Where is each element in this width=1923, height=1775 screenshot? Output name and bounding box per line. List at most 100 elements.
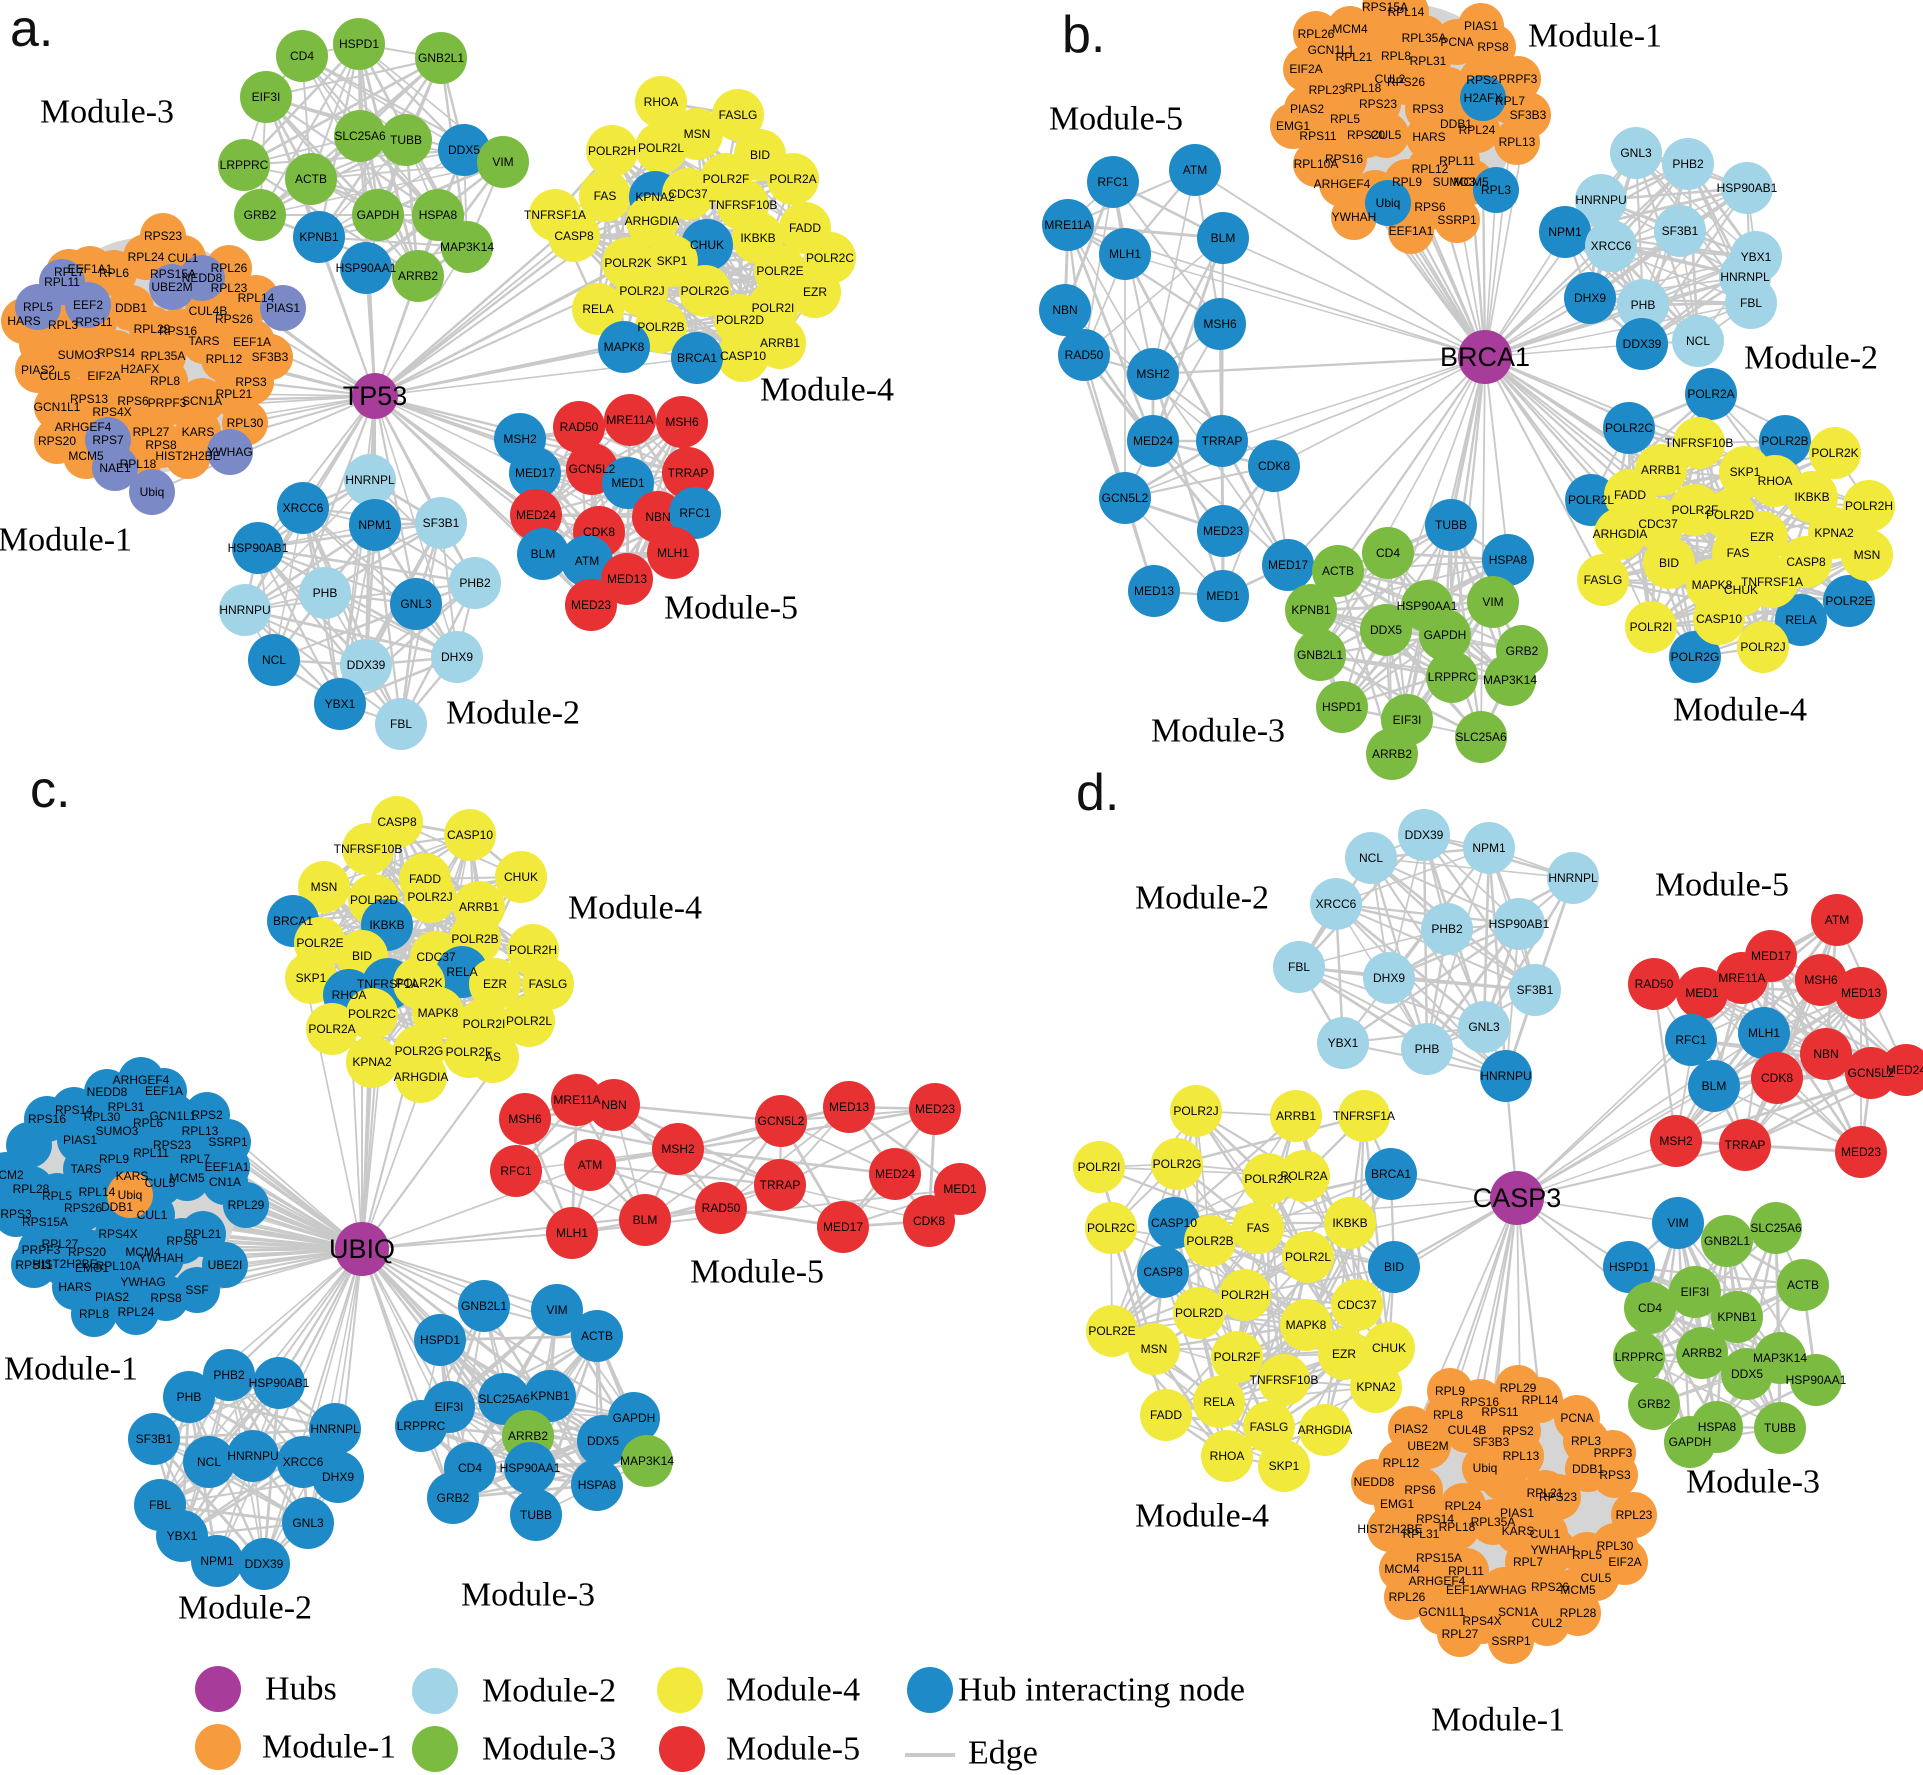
svg-text:PHB2: PHB2 [1672, 157, 1704, 171]
svg-text:TUBB: TUBB [520, 1508, 552, 1522]
svg-text:YWHAH: YWHAH [139, 1251, 184, 1265]
svg-text:ACTB: ACTB [295, 172, 327, 186]
svg-text:RPS15A: RPS15A [22, 1215, 68, 1229]
svg-text:DHX9: DHX9 [1373, 971, 1405, 985]
svg-text:RPS11: RPS11 [15, 1258, 52, 1272]
svg-text:CASP8: CASP8 [554, 229, 594, 243]
svg-text:RPL11: RPL11 [1448, 1564, 1484, 1578]
svg-text:RPS13: RPS13 [70, 392, 108, 406]
svg-text:POLR2A: POLR2A [308, 1022, 355, 1036]
svg-text:FAS: FAS [1727, 546, 1750, 560]
svg-text:KPNB1: KPNB1 [299, 230, 339, 244]
svg-text:ARRB1: ARRB1 [459, 900, 499, 914]
svg-text:Module-4: Module-4 [1135, 1498, 1269, 1535]
svg-text:SF3B3: SF3B3 [252, 350, 289, 364]
svg-text:POLR2L: POLR2L [638, 141, 684, 155]
svg-text:RPL29: RPL29 [228, 1198, 265, 1212]
svg-text:ACTB: ACTB [1787, 1278, 1819, 1292]
svg-text:VIM: VIM [492, 155, 513, 169]
svg-text:CUL1: CUL1 [137, 1208, 168, 1222]
svg-text:SLC25A6: SLC25A6 [478, 1392, 530, 1406]
svg-text:NEDD8: NEDD8 [87, 1085, 128, 1099]
svg-text:POLR2B: POLR2B [451, 932, 498, 946]
svg-text:MCM5: MCM5 [169, 1171, 205, 1185]
svg-text:CASP8: CASP8 [1786, 555, 1826, 569]
svg-text:Module-1: Module-1 [0, 522, 132, 559]
svg-text:RPL13: RPL13 [1503, 1449, 1540, 1463]
svg-text:RPL21: RPL21 [216, 387, 253, 401]
svg-text:RPL27: RPL27 [1442, 1627, 1479, 1641]
svg-text:MAPK8: MAPK8 [1692, 578, 1733, 592]
svg-text:a.: a. [10, 0, 53, 58]
svg-text:SF3B3: SF3B3 [1510, 108, 1547, 122]
svg-text:RPS23: RPS23 [1539, 1490, 1577, 1504]
svg-text:RPS2: RPS2 [1502, 1424, 1534, 1438]
svg-text:PRPF3: PRPF3 [22, 1243, 61, 1257]
svg-text:MCM4: MCM4 [1332, 22, 1368, 36]
svg-text:MED24: MED24 [875, 1167, 915, 1181]
svg-text:FBL: FBL [1740, 296, 1762, 310]
svg-text:Module-3: Module-3 [461, 1577, 595, 1614]
svg-text:SUMO3: SUMO3 [58, 348, 101, 362]
svg-text:Module-4: Module-4 [760, 372, 894, 409]
svg-text:DDX5: DDX5 [448, 143, 480, 157]
svg-text:Module-1: Module-1 [1528, 18, 1662, 55]
svg-text:POLR2J: POLR2J [407, 890, 452, 904]
svg-text:VIM: VIM [546, 1303, 567, 1317]
svg-text:DDX5: DDX5 [1370, 623, 1402, 637]
svg-text:POLR2B: POLR2B [1761, 434, 1808, 448]
svg-text:XRCC6: XRCC6 [283, 501, 324, 515]
svg-text:MED24: MED24 [1886, 1063, 1923, 1077]
svg-text:LRPPRC: LRPPRC [1615, 1350, 1664, 1364]
svg-text:RPL29: RPL29 [1500, 1381, 1537, 1395]
svg-text:TUBB: TUBB [1764, 1421, 1796, 1435]
svg-text:POLR2H: POLR2H [588, 144, 636, 158]
svg-text:RPS26: RPS26 [1387, 75, 1425, 89]
svg-text:HNRNPU: HNRNPU [219, 603, 270, 617]
svg-text:CUL5: CUL5 [1371, 128, 1402, 142]
svg-text:FADD: FADD [1150, 1408, 1182, 1422]
svg-text:GNL3: GNL3 [292, 1516, 324, 1530]
svg-text:TRRAP: TRRAP [668, 466, 709, 480]
svg-text:RPL11: RPL11 [1439, 154, 1475, 168]
svg-text:NPM1: NPM1 [358, 518, 392, 532]
svg-text:HSP90AA1: HSP90AA1 [1786, 1373, 1847, 1387]
svg-text:RPS3: RPS3 [1412, 102, 1444, 116]
svg-text:CASP8: CASP8 [377, 815, 417, 829]
svg-text:ARHGEF4: ARHGEF4 [113, 1073, 170, 1087]
svg-text:RPL3: RPL3 [48, 318, 78, 332]
svg-text:MCM5: MCM5 [1560, 1583, 1596, 1597]
svg-text:MED17: MED17 [1268, 558, 1308, 572]
svg-text:TP53: TP53 [343, 381, 408, 411]
svg-text:PHB2: PHB2 [1431, 922, 1463, 936]
svg-text:HIST2H2BE: HIST2H2BE [32, 1257, 97, 1271]
svg-text:RPS16: RPS16 [28, 1112, 66, 1126]
svg-text:EIF3I: EIF3I [1681, 1285, 1710, 1299]
svg-text:EEF1A1: EEF1A1 [1389, 224, 1434, 238]
svg-text:POLR2G: POLR2G [1671, 650, 1720, 664]
svg-text:POLR2F: POLR2F [1214, 1350, 1261, 1364]
svg-text:BID: BID [352, 949, 372, 963]
svg-text:EZR: EZR [1332, 1347, 1356, 1361]
svg-text:DDX39: DDX39 [1405, 828, 1444, 842]
svg-text:AS: AS [485, 1050, 501, 1064]
svg-text:RPL27: RPL27 [42, 1237, 79, 1251]
svg-text:RHOA: RHOA [644, 95, 679, 109]
svg-text:GAPDH: GAPDH [1424, 628, 1467, 642]
svg-text:RPL14: RPL14 [1522, 1393, 1559, 1407]
svg-text:RFC1: RFC1 [500, 1164, 532, 1178]
svg-text:PIAS2: PIAS2 [1394, 1422, 1428, 1436]
svg-text:RPL18: RPL18 [120, 457, 157, 471]
svg-text:HSP90AA1: HSP90AA1 [336, 261, 397, 275]
svg-text:DDX5: DDX5 [587, 1434, 619, 1448]
svg-text:SF3B1: SF3B1 [423, 516, 460, 530]
svg-text:BID: BID [750, 148, 770, 162]
svg-text:PCNA: PCNA [1560, 1411, 1593, 1425]
svg-text:DDX39: DDX39 [347, 658, 386, 672]
svg-text:KARS: KARS [1502, 1524, 1535, 1538]
svg-text:RPL11: RPL11 [133, 1146, 169, 1160]
svg-text:BID: BID [1659, 556, 1679, 570]
svg-text:b.: b. [1062, 6, 1105, 64]
svg-text:HSPA8: HSPA8 [578, 1478, 617, 1492]
svg-text:POLR2B: POLR2B [637, 320, 684, 334]
